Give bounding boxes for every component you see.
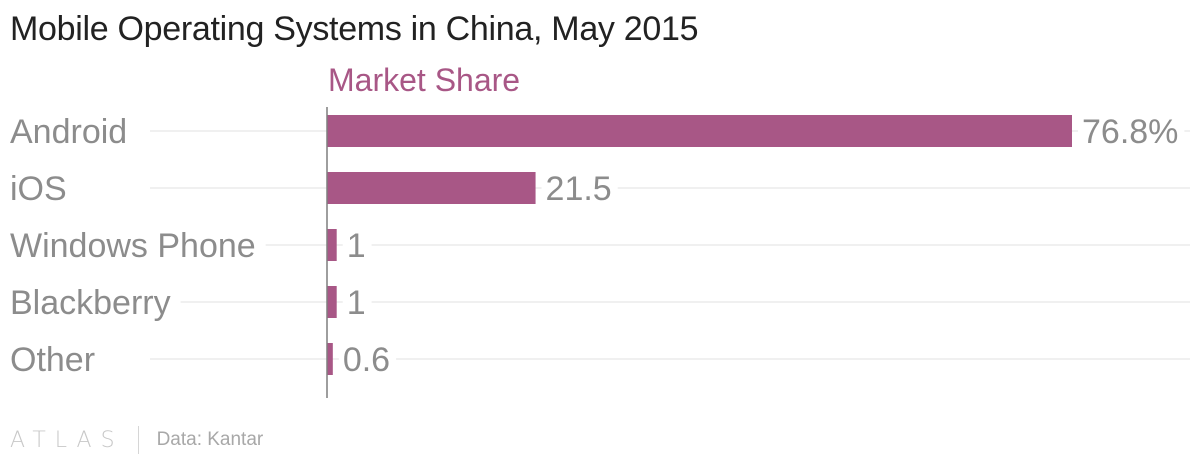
value-label: 21.5 (546, 170, 612, 208)
value-label-background (541, 170, 618, 208)
bar (327, 286, 337, 318)
category-label-background (8, 113, 138, 151)
category-label-background (8, 170, 77, 208)
category-label-background (8, 227, 266, 265)
bar (327, 115, 1072, 147)
category-label: iOS (10, 170, 67, 208)
chart-title: Mobile Operating Systems in China, May 2… (10, 10, 699, 48)
value-label: 76.8% (1082, 113, 1178, 151)
category-label: Android (10, 113, 127, 151)
category-label: Other (10, 341, 95, 379)
footer-divider (137, 426, 139, 454)
category-label: Blackberry (10, 284, 171, 322)
source-note: Data: Kantar (156, 429, 264, 450)
category-label-background (8, 284, 181, 322)
series-label: Market Share (328, 62, 521, 98)
value-label: 0.6 (343, 341, 390, 379)
bar (327, 172, 536, 204)
value-label: 1 (347, 284, 366, 322)
value-label-background (342, 284, 372, 322)
category-label-background (8, 341, 106, 379)
bar (327, 343, 333, 375)
value-label: 1 (347, 227, 366, 265)
atlas-logo: ATLAS (10, 427, 124, 453)
value-label-background (1078, 113, 1185, 151)
footer: ATLAS Data: Kantar (10, 420, 263, 460)
value-label-background (342, 227, 372, 265)
bar-chart: Android 76.8% iOS 21.5 Windows Phone 1 Blackbe… (8, 107, 1190, 398)
value-label-background (338, 341, 397, 379)
bar (327, 229, 337, 261)
category-label: Windows Phone (10, 227, 256, 265)
